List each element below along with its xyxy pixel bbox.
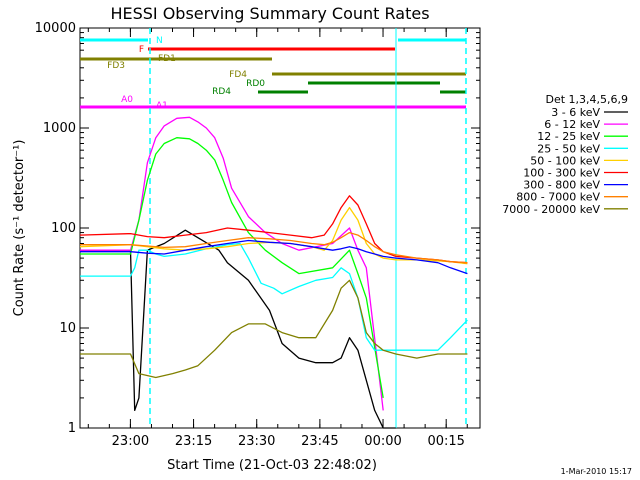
legend-entry-label: 25 - 50 keV xyxy=(537,142,600,155)
x-axis-label: Start Time (21-Oct-03 22:48:02) xyxy=(167,458,377,473)
legend-entry-label: 3 - 6 keV xyxy=(551,106,600,119)
flag-label-rd0: RD0 xyxy=(246,79,265,89)
legend-entry-label: 7000 - 20000 keV xyxy=(502,203,600,216)
flag-label-a0: A0 xyxy=(121,95,133,105)
series-line-3 xyxy=(80,242,468,351)
flag-label-a1: A1 xyxy=(156,101,168,111)
flag-label-n: N xyxy=(156,36,163,46)
series-line-6 xyxy=(80,239,468,275)
chart-title: HESSI Observing Summary Count Rates xyxy=(110,4,429,23)
series-line-4 xyxy=(79,206,468,265)
legend-entry-label: 12 - 25 keV xyxy=(537,130,600,143)
tick-labels: 1 10 100 1000 10000 23:00 23:15 23:30 23:45 00:00… xyxy=(35,21,465,449)
flag-label-f: F xyxy=(139,45,144,55)
legend-entry-label: 50 - 100 keV xyxy=(530,154,600,167)
series-line-7 xyxy=(80,231,468,264)
y-tick-label: 100 xyxy=(51,221,76,236)
series-line-0 xyxy=(80,229,396,429)
x-tick-label: 23:15 xyxy=(175,434,212,449)
series-line-5 xyxy=(79,195,468,264)
legend-entry-label: 100 - 300 keV xyxy=(523,167,600,180)
y-tick-label: 1 xyxy=(68,421,76,436)
flag-label-rd4: RD4 xyxy=(212,87,231,97)
x-tick-label: 00:00 xyxy=(364,434,401,449)
flag-label-fd1: FD1 xyxy=(158,54,176,64)
series-lines xyxy=(79,116,468,429)
x-tick-label: 00:15 xyxy=(427,434,464,449)
legend-title: Det 1,3,4,5,6,9 xyxy=(545,93,628,106)
y-axis-label: Count Rate (s⁻¹ detector⁻¹) xyxy=(12,140,27,317)
legend-entry-label: 300 - 800 keV xyxy=(523,179,600,192)
x-tick-label: 23:30 xyxy=(238,434,275,449)
y-tick-label: 1000 xyxy=(43,121,76,136)
legend-entry-label: 6 - 12 keV xyxy=(544,118,600,131)
y-tick-label: 10000 xyxy=(35,21,76,36)
flag-label-fd4: FD4 xyxy=(229,70,247,80)
series-line-2 xyxy=(80,137,384,399)
legend-entry-label: 800 - 7000 keV xyxy=(516,191,600,204)
flag-label-fd3: FD3 xyxy=(107,61,125,71)
x-tick-label: 23:00 xyxy=(112,434,149,449)
x-tick-label: 23:45 xyxy=(301,434,338,449)
timestamp: 1-Mar-2010 15:17 xyxy=(561,467,632,476)
y-tick-label: 10 xyxy=(59,321,76,336)
series-line-1 xyxy=(80,116,384,411)
series-line-8 xyxy=(80,279,468,379)
